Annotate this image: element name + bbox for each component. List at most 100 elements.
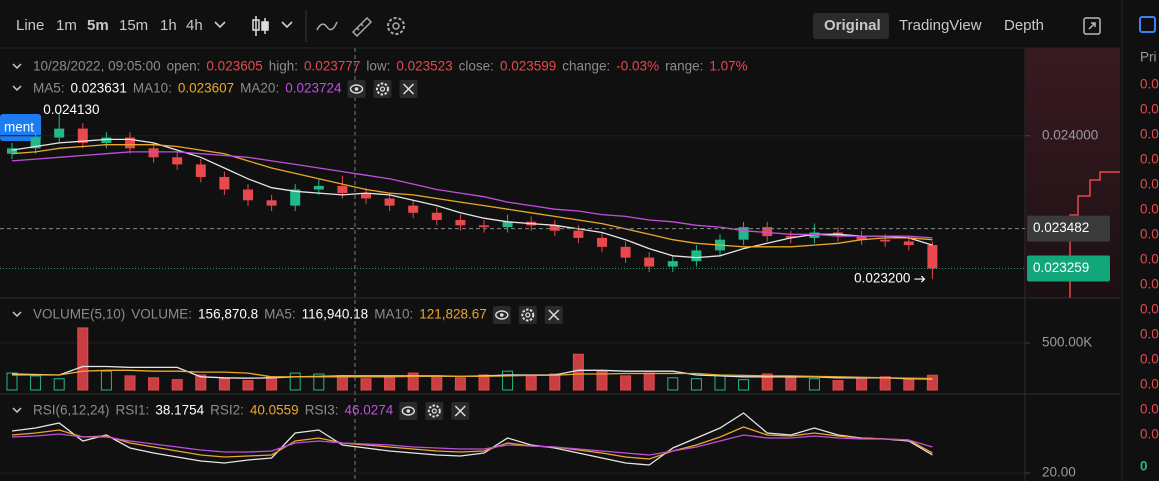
dropdown-icon[interactable] — [281, 21, 293, 29]
gear-icon — [427, 404, 441, 418]
order-book-price: 0.0 — [1140, 202, 1159, 217]
candle-body — [644, 257, 655, 267]
indicator-icon[interactable] — [316, 21, 338, 31]
indicator-line — [11, 138, 933, 259]
legend-label: RSI2: — [210, 403, 244, 418]
interval-button[interactable]: 15m — [119, 17, 148, 34]
volume-bar — [761, 373, 773, 391]
legend-label: MA10: — [133, 81, 172, 96]
volume-bar — [808, 378, 820, 391]
last-price-bg — [1027, 255, 1110, 282]
volume-bar — [148, 377, 160, 391]
info-value: 1.07% — [709, 59, 747, 74]
candle-body — [431, 212, 442, 220]
candle-body — [620, 246, 631, 258]
volume-bar — [525, 375, 537, 391]
candle-body — [502, 221, 513, 228]
legend-label: MA10: — [374, 307, 413, 322]
volume-bar — [926, 374, 938, 391]
candle-body — [384, 198, 395, 206]
candle-body — [7, 148, 17, 154]
eye-icon — [406, 409, 411, 413]
candle-body — [30, 137, 41, 149]
legend-value: 116,940.18 — [302, 307, 369, 322]
interval-button[interactable]: 5m — [87, 17, 109, 34]
candle-body — [573, 230, 584, 238]
dropdown-icon[interactable] — [214, 21, 226, 29]
candle-body — [313, 185, 324, 190]
info-value: 0.023523 — [396, 59, 452, 74]
candle-body — [691, 250, 702, 262]
interval-button[interactable]: Line — [16, 17, 44, 34]
order-book-price: 0.0 — [1140, 227, 1159, 242]
gear-icon — [379, 86, 386, 92]
tab[interactable] — [0, 114, 41, 141]
tab-label[interactable]: ment — [4, 120, 34, 135]
candle-body — [125, 137, 135, 149]
info-label: low: — [366, 59, 390, 74]
volume-bar — [407, 372, 419, 391]
candle-body — [549, 225, 560, 231]
candle-body — [927, 245, 938, 269]
eye-icon — [354, 87, 359, 91]
volume-bar — [856, 377, 868, 391]
y-tick-label: 0.024000 — [1042, 127, 1098, 142]
active-view-bg — [813, 13, 889, 39]
volume-bar — [384, 376, 396, 391]
volume-bar — [572, 353, 584, 391]
collapse-icon[interactable] — [12, 311, 22, 318]
order-book-price: 0.0 — [1140, 377, 1159, 392]
close-icon — [548, 309, 560, 321]
indicator-title: RSI(6,12,24) — [33, 403, 110, 418]
info-label: range: — [665, 59, 703, 74]
collapse-icon[interactable] — [12, 407, 22, 414]
collapse-icon[interactable] — [12, 63, 22, 70]
volume-bar — [100, 370, 112, 391]
info-label: high: — [269, 59, 298, 74]
candle-body — [77, 128, 88, 143]
candle-body — [479, 225, 489, 228]
volume-bar — [336, 375, 348, 391]
view-tab[interactable]: Original — [824, 17, 881, 34]
volume-bar — [218, 378, 230, 391]
volume-bar — [502, 370, 514, 391]
settings-icon[interactable] — [387, 17, 405, 35]
low-label: 0.023200 — [854, 271, 910, 286]
indicator-line — [11, 144, 933, 248]
candle-body — [54, 128, 65, 138]
order-book-price: 0.0 — [1140, 127, 1159, 142]
view-tab[interactable]: TradingView — [899, 17, 982, 34]
interval-button[interactable]: 1m — [56, 17, 77, 34]
sidebar-header: Pri — [1140, 50, 1157, 65]
info-label: open: — [167, 59, 201, 74]
panel-icon[interactable] — [1139, 16, 1156, 33]
view-tab[interactable]: Depth — [1004, 17, 1044, 34]
candle-body — [337, 185, 348, 194]
gear-icon — [525, 312, 531, 318]
candle-type-icon[interactable] — [252, 16, 269, 36]
candle-body — [856, 236, 867, 240]
volume-bar — [596, 370, 608, 391]
legend-value: 40.0559 — [250, 403, 299, 418]
legend-label: VOLUME: — [131, 307, 192, 322]
volume-bar — [785, 375, 797, 391]
expand-icon[interactable] — [1083, 17, 1101, 35]
volume-bar — [879, 376, 891, 391]
candle-body — [219, 176, 230, 190]
ruler-icon[interactable] — [351, 16, 373, 38]
volume-bar — [30, 375, 42, 391]
candle-body — [266, 200, 277, 206]
indicator-line — [11, 151, 933, 239]
volume-bar — [77, 327, 89, 391]
collapse-icon[interactable] — [12, 85, 22, 92]
order-book-price: 0.0 — [1140, 352, 1159, 367]
high-label: 0.024130 — [43, 102, 99, 117]
crosshair-label: 0.023482 — [1033, 220, 1089, 235]
candle-body — [455, 219, 466, 226]
candle-body — [785, 236, 796, 238]
volume-bar — [289, 372, 301, 391]
interval-button[interactable]: 1h — [160, 17, 177, 34]
interval-button[interactable]: 4h — [186, 17, 203, 34]
